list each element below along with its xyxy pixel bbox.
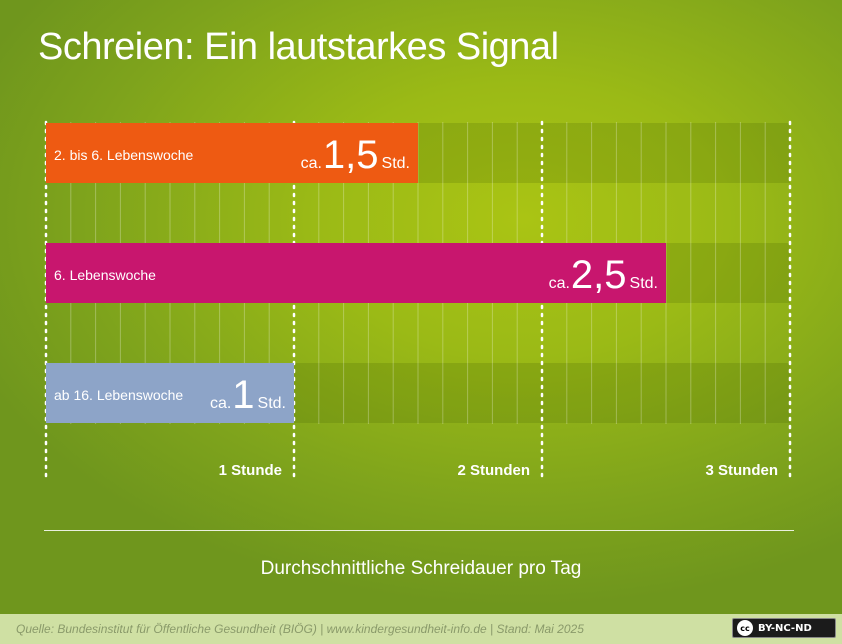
cc-icon: cc xyxy=(737,620,753,636)
chart-title: Schreien: Ein lautstarkes Signal xyxy=(38,26,559,68)
bar-category-label: 2. bis 6. Lebenswoche xyxy=(54,147,194,163)
bar xyxy=(46,243,666,303)
x-tick-label: 2 Stunden xyxy=(457,462,530,479)
x-tick-label: 1 Stunde xyxy=(219,462,282,479)
bar-category-label: ab 16. Lebenswoche xyxy=(54,387,183,403)
license-badge[interactable]: cc BY-NC-ND xyxy=(732,618,836,638)
license-text: BY-NC-ND xyxy=(758,622,812,634)
x-tick-label: 3 Stunden xyxy=(705,462,778,479)
source-text: Quelle: Bundesinstitut für Öffentliche G… xyxy=(16,622,584,636)
bar-value-label: ca.1 Std. xyxy=(210,373,286,417)
bar-value-label: ca.2,5 Std. xyxy=(549,253,658,297)
divider-line xyxy=(44,530,794,531)
bar xyxy=(46,123,418,183)
bar-chart: 2. bis 6. Lebenswoche ca.1,5 Std. 6. Lebens… xyxy=(46,123,790,479)
bar-category-label: 6. Lebenswoche xyxy=(54,267,156,283)
bar-value-label: ca.1,5 Std. xyxy=(301,133,410,177)
footer: Quelle: Bundesinstitut für Öffentliche G… xyxy=(0,614,842,644)
x-axis-label: Durchschnittliche Schreidauer pro Tag xyxy=(260,558,582,579)
bar xyxy=(46,363,294,423)
